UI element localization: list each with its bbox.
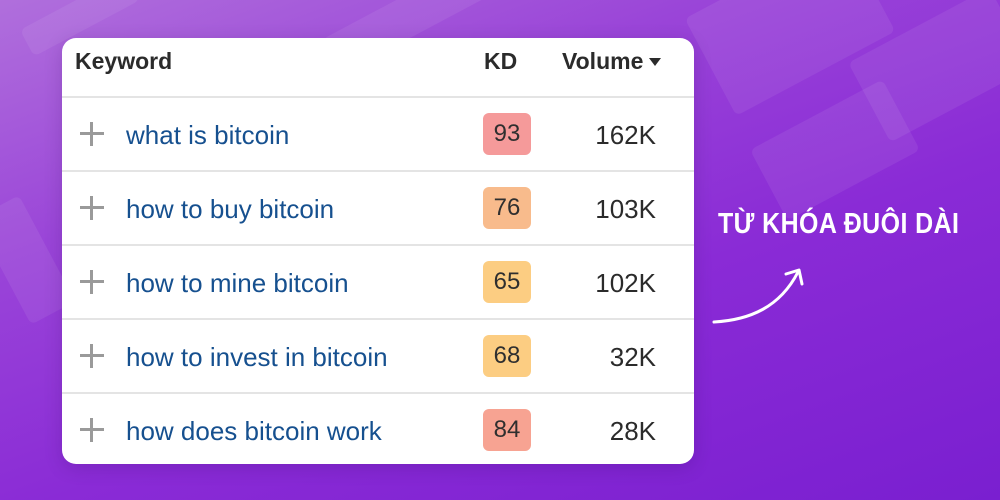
- volume-value: 102K: [595, 268, 656, 298]
- table-row: how to buy bitcoin 76 103K: [62, 172, 694, 246]
- kd-badge: 93: [483, 113, 531, 155]
- add-keyword-plus-icon[interactable]: [80, 270, 104, 294]
- kd-badge: 84: [483, 409, 531, 451]
- kd-badge: 65: [483, 261, 531, 303]
- keyword-link[interactable]: what is bitcoin: [126, 120, 290, 150]
- table-row: how does bitcoin work 84 28K: [62, 394, 694, 464]
- add-keyword-plus-icon[interactable]: [80, 122, 104, 146]
- keyword-link[interactable]: how to buy bitcoin: [126, 194, 335, 224]
- volume-value: 28K: [609, 416, 656, 446]
- volume-value: 32K: [609, 342, 656, 372]
- add-keyword-plus-icon[interactable]: [80, 344, 104, 368]
- curved-arrow-icon: [712, 268, 804, 324]
- keywords-table: Keyword KD Volume what is bitcoin 93 162K h…: [62, 38, 694, 464]
- volume-value: 162K: [595, 120, 656, 150]
- kd-badge: 76: [483, 187, 531, 229]
- column-header-volume-label: Volume: [562, 48, 644, 74]
- keyword-link[interactable]: how does bitcoin work: [126, 416, 382, 446]
- keyword-link[interactable]: how to mine bitcoin: [126, 268, 349, 298]
- column-header-volume[interactable]: Volume: [562, 48, 662, 75]
- table-header: Keyword KD Volume: [62, 38, 694, 98]
- add-keyword-plus-icon[interactable]: [80, 418, 104, 442]
- keyword-link[interactable]: how to invest in bitcoin: [126, 342, 388, 372]
- sort-descending-icon[interactable]: [649, 58, 662, 66]
- volume-value: 103K: [595, 194, 656, 224]
- kd-badge: 68: [483, 335, 531, 377]
- add-keyword-plus-icon[interactable]: [80, 196, 104, 220]
- table-row: how to invest in bitcoin 68 32K: [62, 320, 694, 394]
- table-row: what is bitcoin 93 162K: [62, 98, 694, 172]
- table-row: how to mine bitcoin 65 102K: [62, 246, 694, 320]
- side-label: TỪ KHÓA ĐUÔI DÀI: [718, 208, 960, 240]
- table-body: what is bitcoin 93 162K how to buy bitcoin 7…: [62, 98, 694, 464]
- column-header-kd[interactable]: KD: [484, 48, 518, 74]
- column-header-keyword[interactable]: Keyword: [75, 48, 173, 74]
